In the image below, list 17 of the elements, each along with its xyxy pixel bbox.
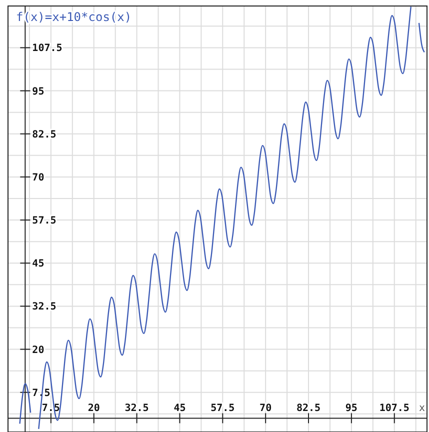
y-tick-label: 95 (32, 86, 44, 98)
x-tick-label: 32.5 (124, 403, 149, 414)
y-tick-label: 82.5 (32, 129, 56, 140)
y-tick-label: 70 (32, 172, 44, 184)
x-tick-label: 95 (345, 403, 358, 414)
y-tick-label: 45 (32, 258, 44, 270)
x-tick-label: 70 (260, 403, 272, 414)
y-tick-label: 20 (32, 344, 44, 356)
y-tick-label: 32.5 (32, 302, 56, 313)
x-tick-label: 57.5 (210, 403, 235, 414)
x-tick-label: 82.5 (296, 403, 321, 414)
x-tick-label: 107.5 (379, 403, 410, 414)
y-tick-label: 57.5 (32, 216, 56, 227)
x-tick-label: 45 (174, 403, 186, 414)
y-tick-label: 107.5 (32, 43, 62, 54)
x-tick-label: 20 (88, 403, 100, 414)
x-axis-title: x (418, 403, 425, 414)
